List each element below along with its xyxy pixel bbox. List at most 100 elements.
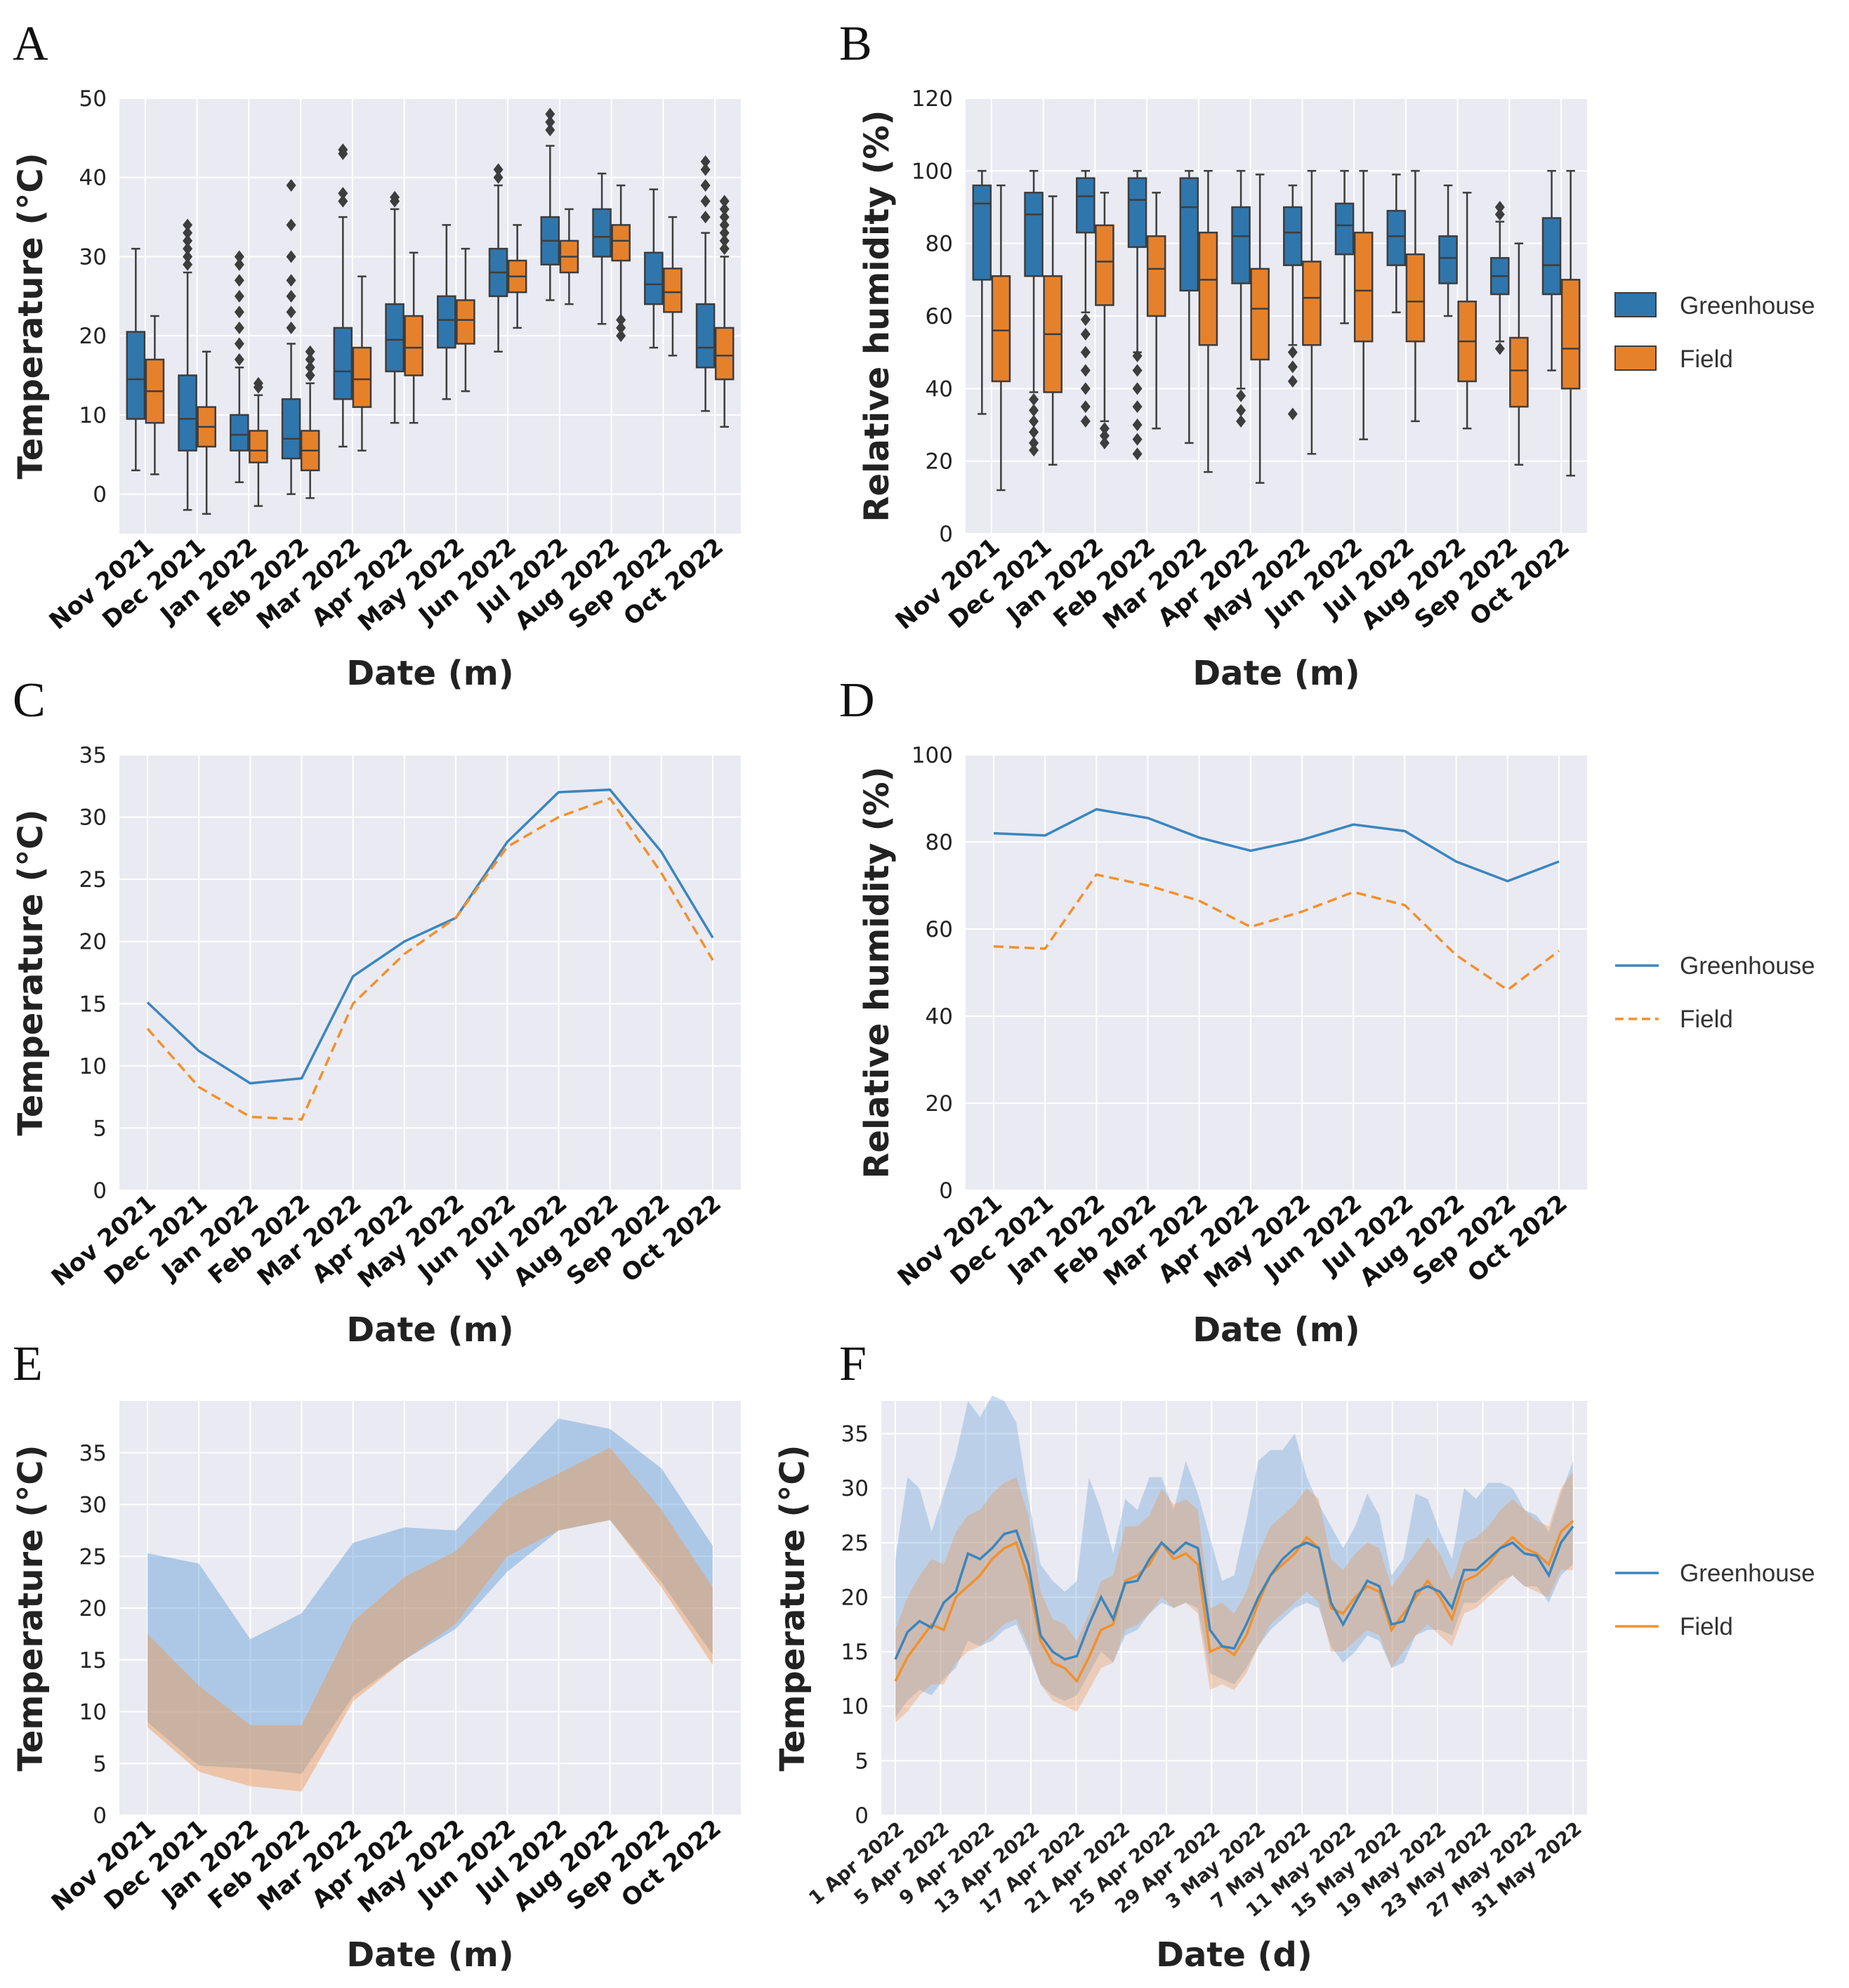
box-field [1457, 192, 1477, 430]
y-axis-label: Relative humidity (%) [857, 110, 897, 522]
box-greenhouse [178, 218, 197, 511]
outlier-point [1029, 414, 1039, 428]
legend-label: Greenhouse [1680, 1560, 1815, 1587]
outlier-point [1236, 389, 1246, 402]
box-greenhouse [540, 107, 560, 301]
outlier-point [183, 242, 193, 256]
y-tick-label: 40 [926, 1004, 953, 1029]
plot-background [119, 98, 741, 534]
y-axis-label: Temperature (°C) [11, 809, 51, 1135]
outlier-point [1099, 436, 1110, 449]
y-tick-label: 40 [79, 166, 107, 191]
y-tick-label: 0 [939, 1178, 953, 1204]
y-tick-label: 0 [93, 482, 107, 508]
box-iqr [1231, 206, 1251, 284]
outlier-point [1029, 393, 1039, 406]
box-field [1146, 192, 1166, 430]
panel-letter-C: C [13, 673, 46, 728]
y-tick-label: 35 [841, 1422, 869, 1447]
box-field [197, 350, 216, 515]
outlier-point [1494, 342, 1505, 355]
y-tick-label: 0 [93, 1178, 107, 1204]
box-greenhouse [385, 190, 404, 424]
area-band-greenhouse [147, 1418, 713, 1774]
outlier-point [493, 163, 504, 176]
legend-entry-greenhouse: Greenhouse [1614, 292, 1815, 320]
outlier-point [719, 202, 730, 216]
outlier-point [234, 250, 244, 263]
outlier-point [719, 234, 730, 247]
outlier-point [1099, 422, 1110, 435]
legend-swatch [1614, 292, 1657, 317]
series-line-field [146, 796, 714, 1121]
y-tick-label: 120 [912, 86, 953, 112]
legend-label: Greenhouse [1680, 292, 1815, 320]
y-tick-label: 30 [79, 1493, 107, 1518]
outlier-point [183, 258, 193, 271]
y-tick-label: 60 [926, 917, 953, 942]
box-iqr [1198, 231, 1218, 346]
box-iqr [352, 346, 372, 408]
box-iqr [437, 295, 456, 349]
outlier-point [286, 321, 296, 334]
box-field [145, 315, 165, 475]
x-axis-label: Date (m) [1192, 654, 1360, 693]
y-tick-label: 20 [79, 930, 107, 955]
box-field [1560, 170, 1581, 477]
box-greenhouse [230, 250, 249, 483]
outlier-point [1029, 436, 1039, 449]
outlier-point [1132, 349, 1143, 362]
outlier-point [700, 195, 711, 208]
x-axis-label: Date (m) [346, 1935, 513, 1975]
y-tick-label: 80 [926, 232, 953, 257]
box-iqr [592, 208, 612, 258]
box-greenhouse [1127, 170, 1147, 461]
box-greenhouse [644, 188, 664, 349]
y-tick-label: 25 [79, 867, 107, 893]
box-greenhouse [333, 143, 353, 448]
outlier-point [616, 313, 626, 327]
legend-label: Field [1680, 1613, 1733, 1640]
box-iqr [249, 430, 268, 463]
box-field [1198, 170, 1218, 473]
y-tick-label: 20 [79, 324, 107, 349]
box-greenhouse [972, 170, 992, 415]
series-line-greenhouse [894, 1525, 1574, 1661]
outlier-point [305, 353, 315, 366]
box-iqr [1179, 177, 1199, 292]
outlier-point [338, 143, 348, 157]
outlier-point [234, 321, 244, 334]
outlier-point [719, 195, 730, 208]
box-iqr [1146, 235, 1166, 317]
box-iqr [714, 327, 735, 381]
box-greenhouse [1386, 173, 1407, 314]
outlier-point [1029, 444, 1039, 457]
outlier-point [1132, 419, 1143, 431]
box-iqr [281, 398, 301, 460]
box-iqr [1302, 261, 1322, 346]
outlier-point [234, 337, 244, 350]
y-tick-label: 15 [79, 992, 107, 1017]
box-greenhouse [1076, 170, 1095, 428]
box-greenhouse [1438, 184, 1458, 317]
outlier-point [1099, 429, 1110, 442]
series-line-greenhouse [993, 808, 1560, 883]
box-iqr [663, 268, 683, 313]
box-iqr [1353, 231, 1374, 343]
panel-letter-E: E [13, 1337, 43, 1391]
box-greenhouse [1179, 170, 1199, 445]
legend-label: Greenhouse [1680, 952, 1815, 980]
box-iqr [1438, 235, 1458, 284]
box-iqr [1509, 336, 1529, 408]
panel-letter-D: D [839, 673, 875, 728]
outlier-point [286, 218, 296, 232]
outlier-point [545, 115, 555, 129]
box-iqr [1076, 177, 1095, 234]
outlier-point [545, 124, 555, 137]
box-field [611, 184, 631, 343]
box-field [249, 376, 268, 507]
outlier-point [719, 218, 730, 232]
